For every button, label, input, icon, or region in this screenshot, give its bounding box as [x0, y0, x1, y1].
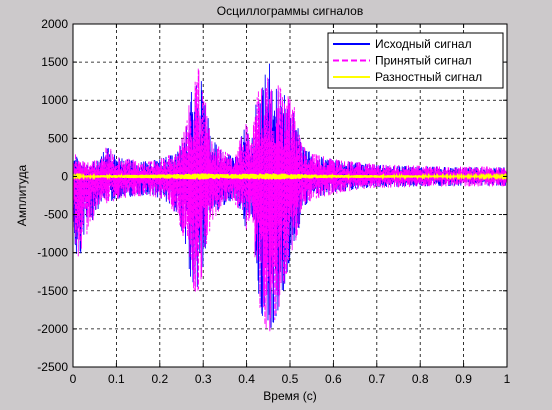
x-tick-label: 0.4	[238, 372, 255, 386]
y-tick-label: 0	[61, 169, 68, 183]
x-tick-label: 0.9	[455, 372, 472, 386]
x-tick-label: 0.3	[195, 372, 212, 386]
y-tick-label: -1000	[37, 246, 68, 260]
y-tick-label: 500	[48, 131, 68, 145]
legend-label-1: Исходный сигнал	[375, 37, 472, 51]
x-tick-label: 0	[70, 372, 77, 386]
y-tick-label: 1000	[41, 93, 68, 107]
x-tick-label: 0.2	[151, 372, 168, 386]
legend: Исходный сигнал Принятый сигнал Разностный…	[327, 32, 504, 89]
x-tick-label: 0.7	[368, 372, 385, 386]
x-tick-label: 0.5	[282, 372, 299, 386]
x-tick-label: 0.1	[108, 372, 125, 386]
x-tick-label: 0.6	[325, 372, 342, 386]
ticks: 0 0.1 0.2 0.3 0.4 0.5 0.6 0.7 0.8 0.9 1 -2500 -2000 -…	[37, 17, 510, 386]
labels: Осциллограммы сигналов Время (с) Амплиту…	[15, 4, 363, 403]
y-tick-label: -1500	[37, 284, 68, 298]
series-layer	[72, 63, 508, 332]
y-tick-label: -2500	[37, 360, 68, 374]
y-axis-label: Амплитуда	[15, 164, 29, 226]
y-tick-label: 2000	[41, 17, 68, 31]
y-tick-label: -500	[44, 208, 68, 222]
chart-title: Осциллограммы сигналов	[217, 4, 363, 18]
x-tick-label: 0.8	[412, 372, 429, 386]
x-tick-label: 1	[504, 372, 511, 386]
y-tick-label: 1500	[41, 55, 68, 69]
legend-label-3: Разностный сигнал	[375, 70, 482, 84]
x-axis-label: Время (с)	[263, 389, 316, 403]
series-line-3	[72, 172, 508, 181]
legend-box	[327, 32, 504, 89]
y-tick-label: -2000	[37, 322, 68, 336]
legend-label-2: Принятый сигнал	[375, 54, 472, 68]
